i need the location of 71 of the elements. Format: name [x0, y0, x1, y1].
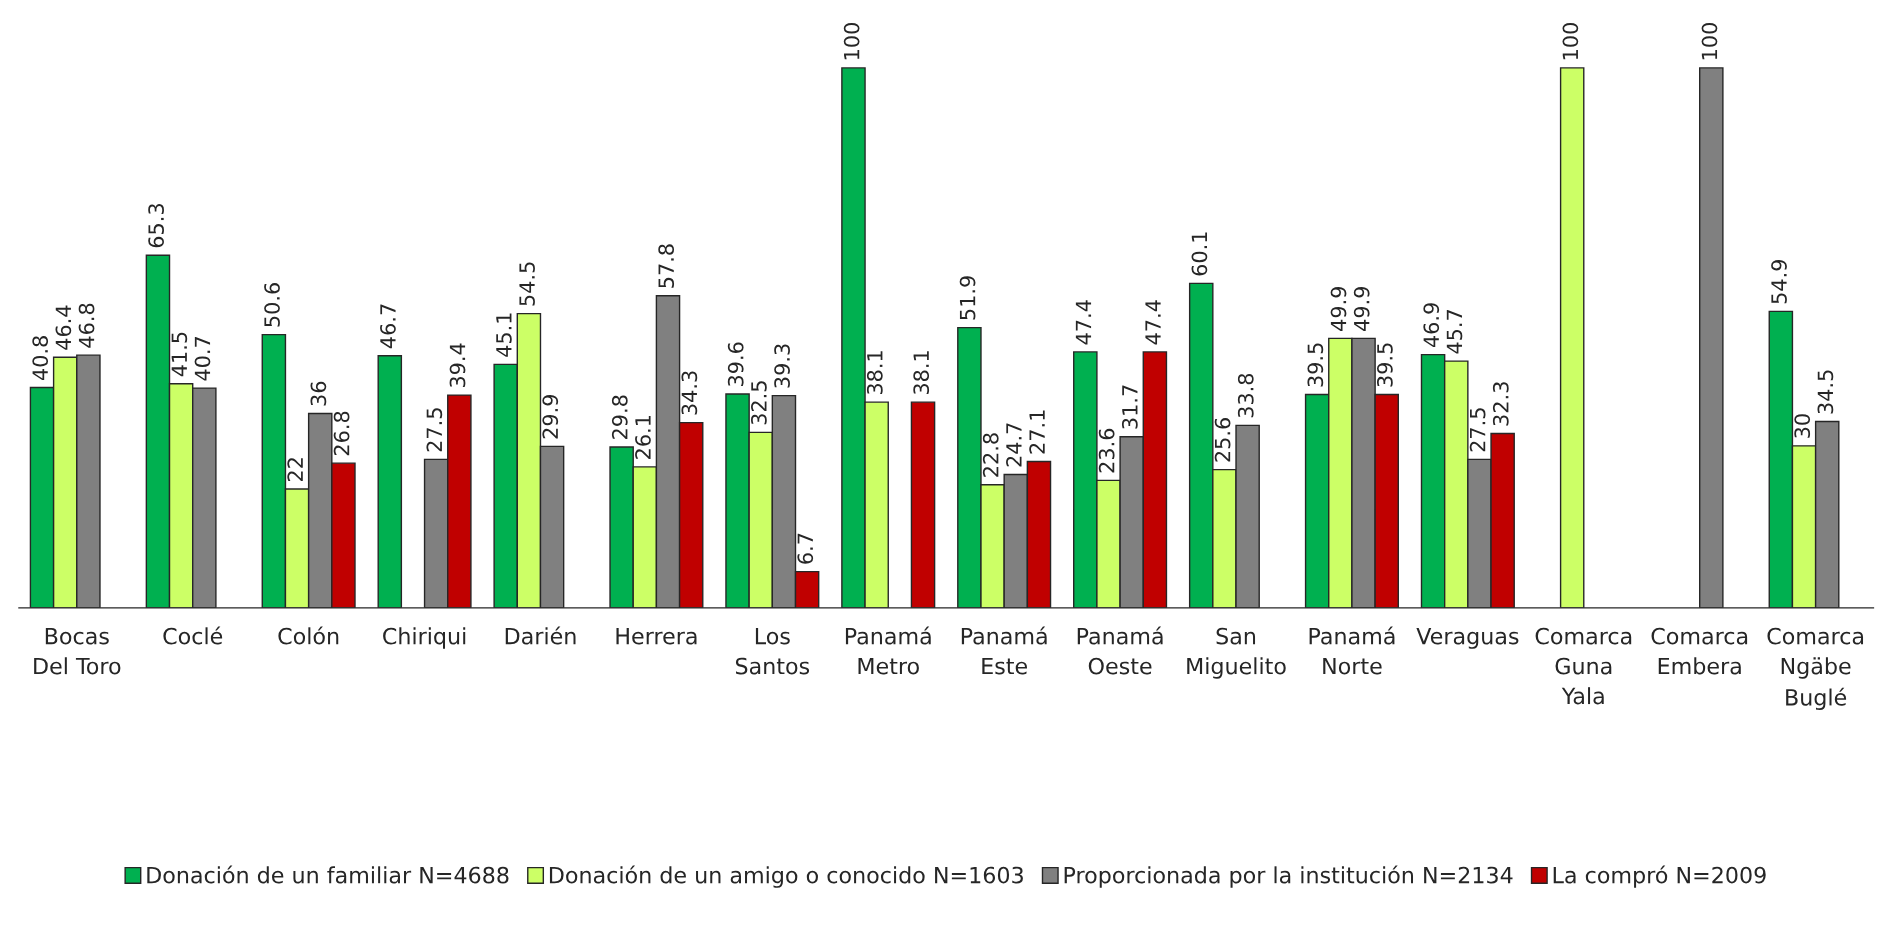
x-tick-label: Comarca Embera	[1651, 627, 1748, 675]
x-tick-label: Herrera	[616, 627, 697, 645]
data-label: 47.4	[1145, 300, 1161, 345]
x-tick-label: Panamá Metro	[845, 626, 931, 675]
data-label: 40.7	[194, 337, 211, 381]
data-label: 60.1	[1191, 232, 1208, 276]
data-label: 32.3	[1492, 382, 1509, 426]
data-label: 29.9	[542, 395, 559, 439]
data-label: 49.9	[1353, 287, 1370, 331]
data-label: 38.1	[866, 351, 883, 395]
data-label: 33.8	[1237, 373, 1254, 418]
data-label: 45.1	[496, 313, 512, 357]
legend-label: La compró N=2009	[1553, 865, 1766, 888]
data-label: 39.5	[1377, 343, 1393, 387]
data-label: 46.4	[55, 305, 72, 350]
data-label: 24.7	[1006, 423, 1022, 467]
data-label: 41.5	[171, 332, 188, 377]
data-label: 27.5	[426, 408, 443, 452]
x-tick-label: Comarca Guna Yala	[1535, 627, 1632, 705]
data-label: 29.8	[611, 395, 628, 439]
x-tick-label: Colón	[278, 626, 339, 645]
x-tick-label: Coclé	[163, 626, 223, 645]
data-label: 46.7	[380, 304, 396, 349]
data-label: 100	[1562, 23, 1579, 60]
data-label: 39.5	[1307, 343, 1324, 387]
data-label: 23.6	[1098, 428, 1115, 473]
data-label: 26.1	[635, 415, 651, 459]
x-tick-label: Bocas Del Toro	[34, 627, 121, 675]
x-tick-label: San Miguelito	[1187, 627, 1286, 679]
data-label: 65.3	[148, 204, 164, 248]
x-tick-label: Panamá Este	[961, 626, 1047, 675]
data-label: 26.8	[333, 411, 350, 456]
x-tick-label: Chiriqui	[383, 627, 466, 649]
data-label: 30	[1794, 414, 1811, 438]
legend-label: Proporcionada por la institución N=2134	[1064, 865, 1513, 888]
data-label: 31.7	[1121, 385, 1138, 429]
data-label: 32.5	[751, 381, 767, 425]
x-tick-label: Los Santos	[735, 627, 810, 675]
data-label: 25.6	[1214, 418, 1231, 462]
data-label: 49.9	[1330, 287, 1347, 331]
data-label: 36	[310, 381, 327, 406]
data-label: 22	[287, 458, 303, 482]
data-label: 39.3	[774, 344, 790, 388]
data-label: 54.5	[519, 262, 535, 306]
data-label: 46.8	[78, 303, 95, 348]
data-label: 27.5	[1469, 408, 1486, 452]
data-label: 22.8	[982, 433, 999, 477]
data-label: 39.4	[449, 343, 466, 388]
legend-label: Donación de un amigo o conocido N=1603	[549, 865, 1023, 888]
data-label: 100	[843, 23, 860, 60]
data-label: 46.9	[1423, 303, 1440, 348]
data-label: 40.8	[32, 336, 49, 381]
data-label: 100	[1701, 23, 1718, 60]
data-label: 47.4	[1075, 300, 1092, 345]
x-tick-label: Panamá Oeste	[1077, 626, 1163, 675]
data-label: 45.7	[1446, 310, 1463, 354]
x-tick-label: Comarca Ngäbe Buglé	[1767, 627, 1864, 711]
data-label: 57.8	[658, 244, 675, 288]
data-label: 6.7	[797, 533, 814, 564]
data-label: 27.1	[1029, 410, 1045, 454]
data-label: 38.1	[913, 351, 930, 395]
x-tick-label: Panamá Norte	[1309, 626, 1395, 675]
data-label: 34.5	[1817, 370, 1834, 414]
data-label: 54.9	[1771, 260, 1787, 304]
x-tick-label: Darién	[505, 626, 576, 645]
data-label: 39.6	[727, 342, 744, 386]
legend-label: Donación de un familiar N=4688	[147, 865, 509, 884]
data-label: 34.3	[681, 371, 698, 415]
data-label: 50.6	[264, 283, 280, 327]
data-label: 51.9	[959, 276, 976, 320]
x-tick-label: Veraguas	[1416, 627, 1519, 649]
